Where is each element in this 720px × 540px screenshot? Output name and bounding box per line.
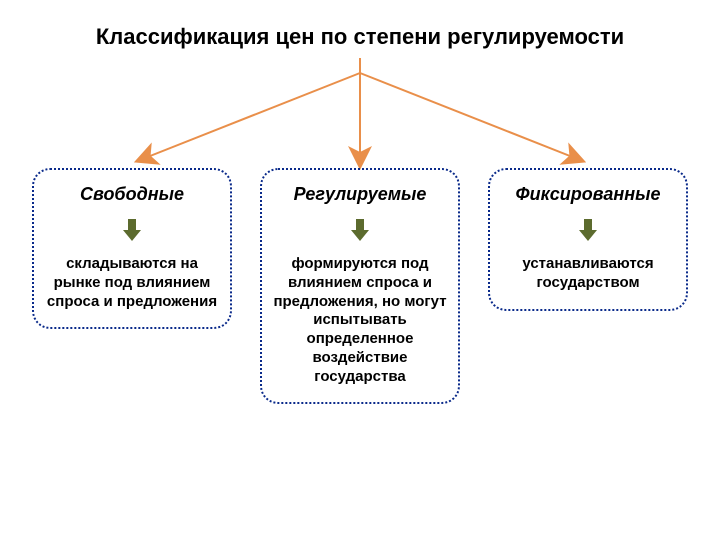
- down-arrow-icon: [577, 219, 599, 241]
- box-desc: устанавливаются государством: [500, 255, 676, 293]
- box-regulated: Регулируемые формируются под влиянием сп…: [260, 168, 460, 404]
- diagram-title: Классификация цен по степени регулируемо…: [0, 24, 720, 50]
- box-fixed: Фиксированные устанавливаются государств…: [488, 168, 688, 311]
- down-arrow-icon: [121, 219, 143, 241]
- branch-arrows: [0, 58, 720, 173]
- down-arrow-icon: [349, 219, 371, 241]
- columns-row: Свободные складываются на рынке под влия…: [0, 168, 720, 404]
- box-header: Регулируемые: [294, 184, 427, 205]
- box-header: Фиксированные: [516, 184, 661, 205]
- box-desc: складываются на рынке под влиянием спрос…: [44, 255, 220, 311]
- box-free: Свободные складываются на рынке под влия…: [32, 168, 232, 329]
- box-header: Свободные: [80, 184, 184, 205]
- box-desc: формируются под влиянием спроса и предло…: [272, 255, 448, 386]
